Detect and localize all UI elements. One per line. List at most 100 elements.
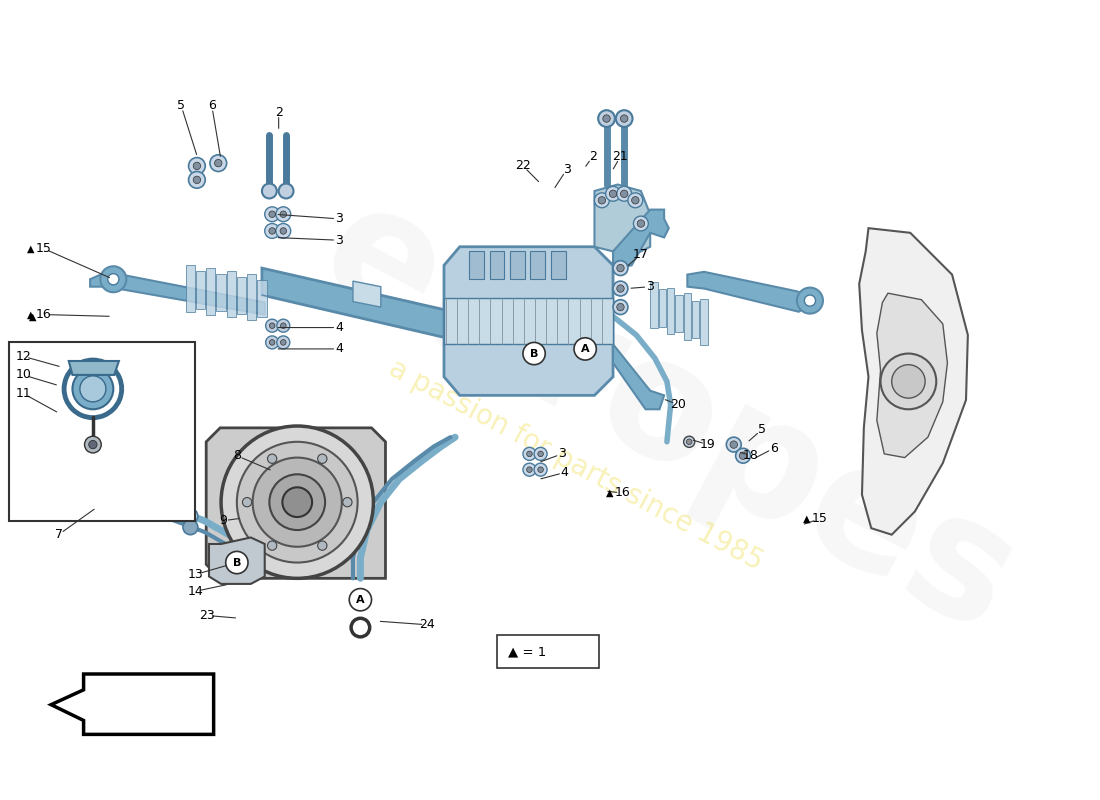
Text: 11: 11 xyxy=(15,387,31,400)
Circle shape xyxy=(603,115,611,122)
Polygon shape xyxy=(209,538,265,584)
Polygon shape xyxy=(675,295,683,332)
Circle shape xyxy=(188,158,206,174)
Circle shape xyxy=(242,498,252,507)
Circle shape xyxy=(609,190,617,198)
Circle shape xyxy=(634,216,648,231)
Circle shape xyxy=(136,506,152,521)
Text: 2: 2 xyxy=(275,106,283,118)
Polygon shape xyxy=(51,674,213,734)
Circle shape xyxy=(522,463,536,476)
Circle shape xyxy=(631,197,639,204)
Circle shape xyxy=(194,162,200,170)
Circle shape xyxy=(194,176,200,183)
Polygon shape xyxy=(262,268,600,344)
Polygon shape xyxy=(68,361,119,375)
Text: 6: 6 xyxy=(208,99,216,112)
Text: B: B xyxy=(233,558,241,567)
Circle shape xyxy=(283,487,312,517)
Circle shape xyxy=(617,264,624,272)
Circle shape xyxy=(617,285,624,292)
Circle shape xyxy=(270,474,326,530)
Text: 21: 21 xyxy=(613,150,628,163)
Circle shape xyxy=(606,186,620,202)
Polygon shape xyxy=(186,266,195,312)
Circle shape xyxy=(226,551,248,574)
Circle shape xyxy=(276,223,290,238)
Text: a passion for parts since 1985: a passion for parts since 1985 xyxy=(384,354,768,576)
Circle shape xyxy=(280,340,286,345)
Circle shape xyxy=(268,211,275,218)
Text: 7: 7 xyxy=(55,528,63,541)
Circle shape xyxy=(739,452,747,459)
Circle shape xyxy=(268,228,275,234)
Circle shape xyxy=(265,223,279,238)
Polygon shape xyxy=(613,210,669,270)
Text: 14: 14 xyxy=(187,585,202,598)
Circle shape xyxy=(598,110,615,127)
Circle shape xyxy=(280,323,286,329)
Circle shape xyxy=(276,206,290,222)
Circle shape xyxy=(73,369,113,410)
Text: 15: 15 xyxy=(35,242,52,255)
Circle shape xyxy=(221,426,373,578)
Text: ▲: ▲ xyxy=(29,311,36,322)
Circle shape xyxy=(726,437,741,452)
Text: 3: 3 xyxy=(336,212,343,226)
Polygon shape xyxy=(510,251,525,279)
Text: 23: 23 xyxy=(199,609,214,622)
Circle shape xyxy=(683,436,695,447)
Polygon shape xyxy=(248,274,256,320)
Circle shape xyxy=(80,376,106,402)
Text: 4: 4 xyxy=(336,342,343,355)
Text: 3: 3 xyxy=(563,163,571,176)
Circle shape xyxy=(262,183,277,198)
Circle shape xyxy=(527,467,532,473)
Text: 8: 8 xyxy=(233,450,241,462)
Text: B: B xyxy=(530,349,538,358)
Text: 19: 19 xyxy=(700,438,716,451)
Polygon shape xyxy=(206,268,216,314)
Circle shape xyxy=(892,365,925,398)
Circle shape xyxy=(527,451,532,457)
Circle shape xyxy=(535,447,547,460)
Circle shape xyxy=(267,541,277,550)
Circle shape xyxy=(37,477,65,505)
Text: 9: 9 xyxy=(219,514,227,527)
Bar xyxy=(497,635,600,667)
Polygon shape xyxy=(594,185,650,256)
Polygon shape xyxy=(490,251,505,279)
Polygon shape xyxy=(444,246,613,395)
Text: 4: 4 xyxy=(336,321,343,334)
Text: 3: 3 xyxy=(336,234,343,246)
Polygon shape xyxy=(257,280,266,317)
Text: 5: 5 xyxy=(177,99,185,112)
Circle shape xyxy=(34,458,68,491)
Circle shape xyxy=(538,451,543,457)
Circle shape xyxy=(613,300,628,314)
Polygon shape xyxy=(227,271,235,318)
Circle shape xyxy=(522,447,536,460)
Circle shape xyxy=(880,354,936,410)
Polygon shape xyxy=(650,282,658,329)
Circle shape xyxy=(628,193,642,208)
Text: 2: 2 xyxy=(588,150,596,163)
Circle shape xyxy=(318,454,327,463)
Text: 13: 13 xyxy=(187,568,202,581)
Circle shape xyxy=(43,466,59,482)
Circle shape xyxy=(343,498,352,507)
Polygon shape xyxy=(692,301,700,338)
Polygon shape xyxy=(217,274,226,311)
Circle shape xyxy=(280,228,286,234)
Polygon shape xyxy=(196,271,206,309)
Circle shape xyxy=(266,319,278,332)
Circle shape xyxy=(90,483,104,498)
Polygon shape xyxy=(90,272,265,314)
Circle shape xyxy=(108,274,119,285)
Text: ▲: ▲ xyxy=(26,243,34,254)
Circle shape xyxy=(617,303,624,311)
Text: A: A xyxy=(581,344,590,354)
Circle shape xyxy=(236,442,358,562)
Circle shape xyxy=(349,589,372,611)
Circle shape xyxy=(318,541,327,550)
